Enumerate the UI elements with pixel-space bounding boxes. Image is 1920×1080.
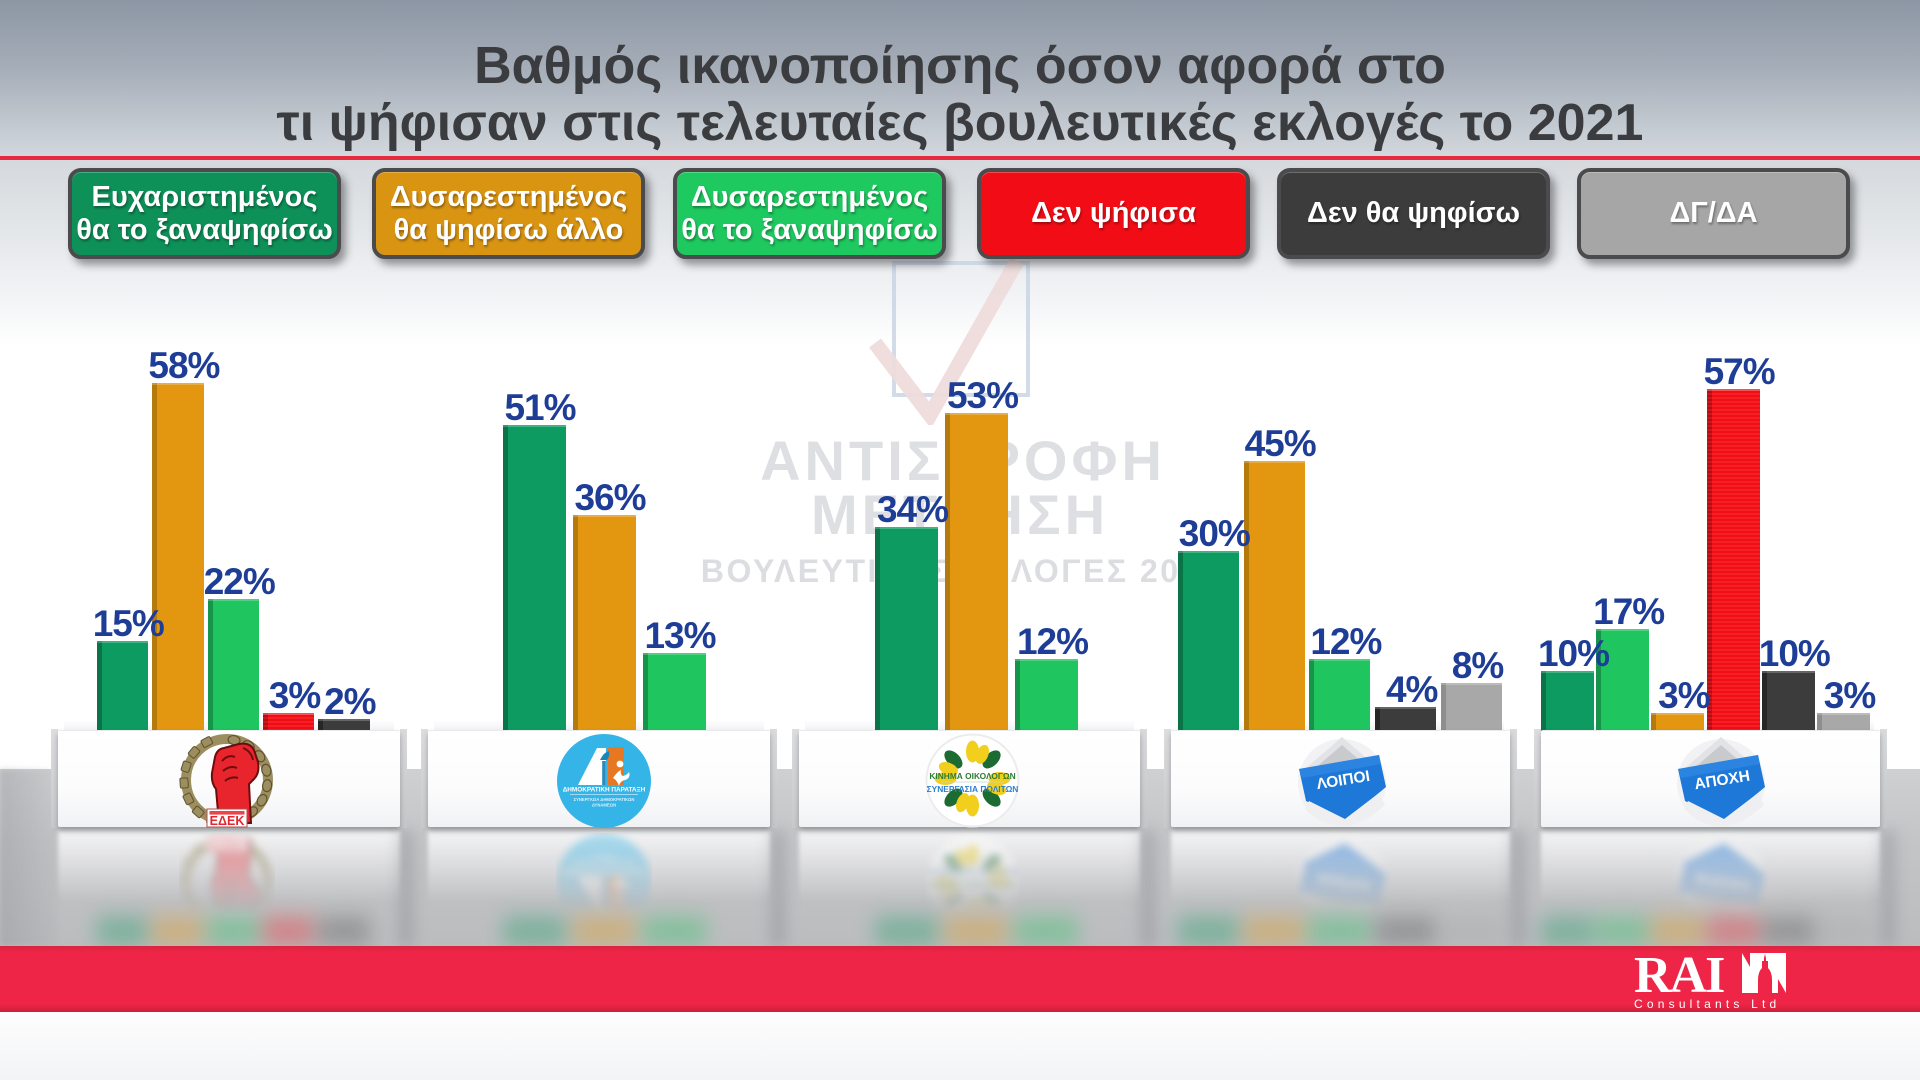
svg-text:ΔΥΝΑΜΕΩΝ: ΔΥΝΑΜΕΩΝ [592,803,616,808]
svg-text:ΕΔΕΚ: ΕΔΕΚ [210,814,245,828]
svg-text:ΕΔΕΚ: ΕΔΕΚ [210,834,245,848]
svg-text:ΣΥΝΕΡΓΑΣΙΑ ΠΟΛΙΤΩΝ: ΣΥΝΕΡΓΑΣΙΑ ΠΟΛΙΤΩΝ [927,867,1019,877]
svg-text:ΣΥΝΕΡΓΑΣΙΑ ΠΟΛΙΤΩΝ: ΣΥΝΕΡΓΑΣΙΑ ΠΟΛΙΤΩΝ [927,784,1019,794]
svg-text:ΚΙΝΗΜΑ ΟΙΚΟΛΟΓΩΝ: ΚΙΝΗΜΑ ΟΙΚΟΛΟΓΩΝ [929,880,1015,890]
svg-text:ΔΗΜΟΚΡΑΤΙΚΗ ΠΑΡΑΤΑΞΗ: ΔΗΜΟΚΡΑΤΙΚΗ ΠΑΡΑΤΑΞΗ [563,869,646,876]
svg-text:ΚΙΝΗΜΑ ΟΙΚΟΛΟΓΩΝ: ΚΙΝΗΜΑ ΟΙΚΟΛΟΓΩΝ [929,771,1015,781]
svg-text:RAI: RAI [1634,948,1724,1004]
svg-text:ΔΗΜΟΚΡΑΤΙΚΗ ΠΑΡΑΤΑΞΗ: ΔΗΜΟΚΡΑΤΙΚΗ ΠΑΡΑΤΑΞΗ [563,787,646,794]
svg-text:Consultants Ltd: Consultants Ltd [1634,997,1780,1011]
svg-text:ΔΥΝΑΜΕΩΝ: ΔΥΝΑΜΕΩΝ [592,855,616,860]
svg-text:ΣΥΝΕΡΓΑΣΙΑ ΔΗΜΟΚΡΑΤΙΚΩΝ: ΣΥΝΕΡΓΑΣΙΑ ΔΗΜΟΚΡΑΤΙΚΩΝ [574,797,635,802]
svg-text:ΣΥΝΕΡΓΑΣΙΑ ΔΗΜΟΚΡΑΤΙΚΩΝ: ΣΥΝΕΡΓΑΣΙΑ ΔΗΜΟΚΡΑΤΙΚΩΝ [574,860,635,865]
